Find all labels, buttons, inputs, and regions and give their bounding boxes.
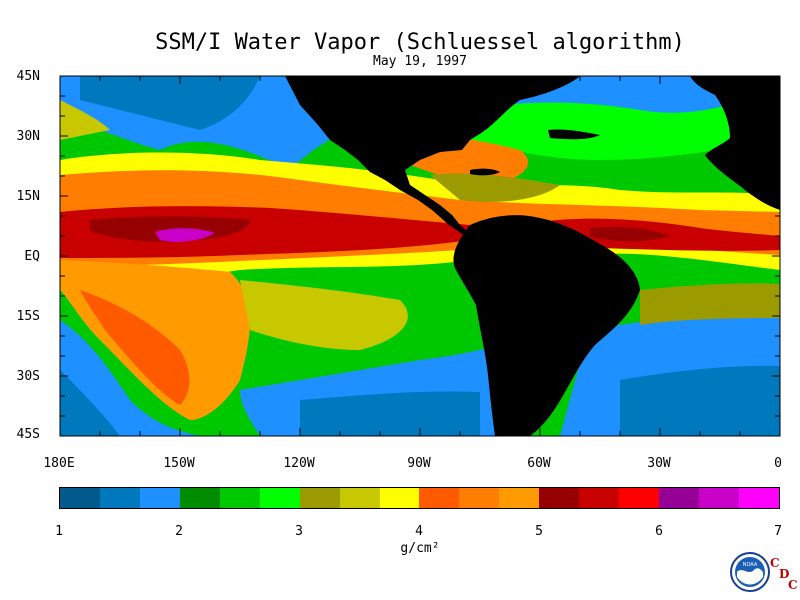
colorbar (59, 487, 780, 509)
lon-label-60w: 60W (527, 456, 551, 471)
cdc-logo-c2: C (788, 578, 798, 592)
lon-label-90w: 90W (407, 456, 431, 471)
lon-label-180e: 180E (43, 456, 75, 471)
map-date: May 19, 1997 (373, 54, 467, 69)
map-field (60, 76, 780, 436)
colorbar-segment (619, 488, 660, 508)
lat-label-15n: 15N (16, 189, 40, 204)
colorbar-segment (579, 488, 620, 508)
colorbar-segment (299, 488, 340, 508)
lat-label-45s: 45S (16, 427, 40, 442)
colorbar-tick-7: 7 (774, 524, 782, 539)
colorbar-segment (99, 488, 140, 508)
colorbar-segment (179, 488, 220, 508)
noaa-logo: NOAA (730, 552, 770, 592)
lat-label-45n: 45N (16, 69, 40, 84)
lon-label-30w: 30W (647, 456, 671, 471)
colorbar-tick-1: 1 (55, 524, 63, 539)
lat-label-15s: 15S (16, 309, 40, 324)
map-title: SSM/I Water Vapor (Schluessel algorithm) (155, 30, 685, 55)
colorbar-segment (738, 488, 779, 508)
colorbar-segment (459, 488, 500, 508)
colorbar-tick-3: 3 (295, 524, 303, 539)
colorbar-segment (139, 488, 180, 508)
colorbar-units: g/cm² (400, 541, 440, 556)
colorbar-tick-5: 5 (535, 524, 543, 539)
colorbar-segment (219, 488, 260, 508)
colorbar-tick-4: 4 (415, 524, 423, 539)
colorbar-tick-6: 6 (655, 524, 663, 539)
colorbar-tick-2: 2 (175, 524, 183, 539)
axis-ticks (59, 75, 781, 437)
colorbar-segment (339, 488, 380, 508)
lat-label-eq: EQ (24, 249, 40, 264)
cdc-logo-c1: C (770, 556, 780, 570)
colorbar-segment (60, 488, 100, 508)
colorbar-segment (539, 488, 580, 508)
colorbar-segment (659, 488, 699, 508)
noaa-logo-text: NOAA (743, 562, 758, 568)
colorbar-segment (499, 488, 540, 508)
lon-label-0: 0 (774, 456, 782, 471)
lon-label-150w: 150W (163, 456, 195, 471)
colorbar-segment (379, 488, 420, 508)
cdc-logo-d: D (779, 567, 790, 581)
lon-label-120w: 120W (283, 456, 315, 471)
colorbar-segment (259, 488, 300, 508)
colorbar-segment (419, 488, 460, 508)
colorbar-segment (699, 488, 739, 508)
lat-label-30s: 30S (16, 369, 40, 384)
lat-label-30n: 30N (16, 129, 40, 144)
